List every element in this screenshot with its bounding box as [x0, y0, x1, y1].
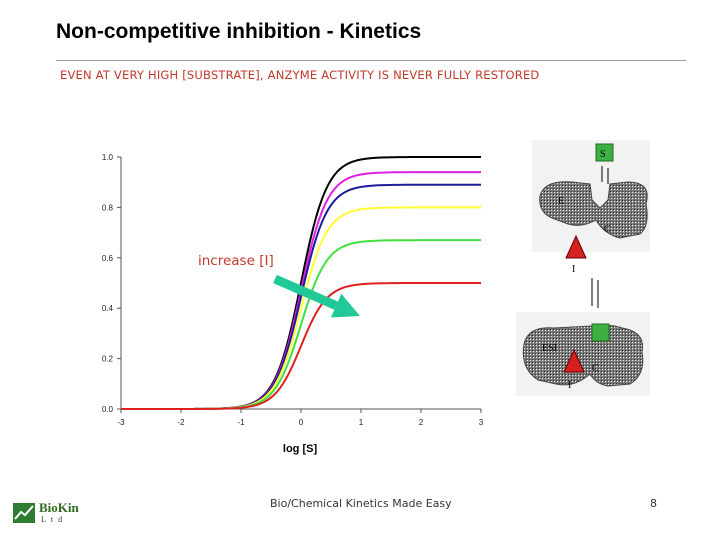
x-tick-label: -2 [177, 418, 185, 427]
y-tick-label: 0.8 [102, 203, 114, 212]
catalytic-site-label: C [604, 224, 611, 235]
slide-subtitle: EVEN AT VERY HIGH [SUBSTRATE], ANZYME AC… [60, 68, 540, 82]
kinetics-chart: -3 -2 -1 0 1 2 3 0.0 0.2 0.4 0.6 0.8 1.0 increase [I… [102, 153, 484, 455]
catalytic-site-label-esi: C [592, 363, 599, 374]
x-tick-label: 2 [419, 418, 424, 427]
x-tick-label: -1 [237, 418, 245, 427]
y-tick-label: 0.4 [102, 304, 114, 313]
series-line-6 [121, 282, 481, 410]
y-tick-label: 1.0 [102, 153, 114, 162]
arrow-shaft [273, 274, 338, 310]
slide-title: Non-competitive inhibition - Kinetics [56, 20, 422, 43]
footer-text: Bio/Chemical Kinetics Made Easy [270, 497, 452, 510]
annotation-label: increase [I] [198, 253, 274, 269]
y-tick-label: 0.6 [102, 254, 114, 263]
y-tick-label: 0.2 [102, 355, 114, 364]
increase-inhibitor-arrow [273, 274, 360, 318]
substrate-label: S [600, 149, 606, 160]
page-number: 8 [650, 497, 657, 510]
enzyme-shape [539, 181, 648, 239]
inhibitor-label: I [572, 264, 575, 275]
bound-inhibitor-icon [563, 348, 585, 373]
arrow-head [331, 293, 360, 318]
bound-substrate-icon [591, 323, 610, 342]
logo-name: BioKin [39, 500, 79, 515]
chart-series [121, 156, 481, 410]
bound-inhibitor-label: I [568, 380, 571, 391]
binding-equilibrium-icon [601, 166, 609, 184]
logo-chart-icon [13, 503, 35, 523]
enzyme-diagram: S E C I ESI C I [516, 140, 650, 396]
x-tick-label: 1 [359, 418, 364, 427]
x-tick-label: -3 [117, 418, 125, 427]
enzyme-label: E [558, 196, 564, 207]
substrate-square-icon [595, 143, 614, 162]
inhibitor-equilibrium-icon [591, 278, 599, 308]
title-divider [56, 60, 686, 61]
logo-suffix: Ltd [41, 515, 68, 524]
x-axis-label: log [S] [283, 443, 318, 455]
x-tick-label: 0 [299, 418, 304, 427]
biokin-logo: BioKin Ltd [12, 500, 94, 528]
x-tick-label: 3 [479, 418, 484, 427]
esi-complex-shape [522, 324, 644, 387]
esi-label: ESI [542, 343, 557, 354]
y-tick-label: 0.0 [102, 405, 114, 414]
inhibitor-triangle-icon [565, 234, 587, 259]
